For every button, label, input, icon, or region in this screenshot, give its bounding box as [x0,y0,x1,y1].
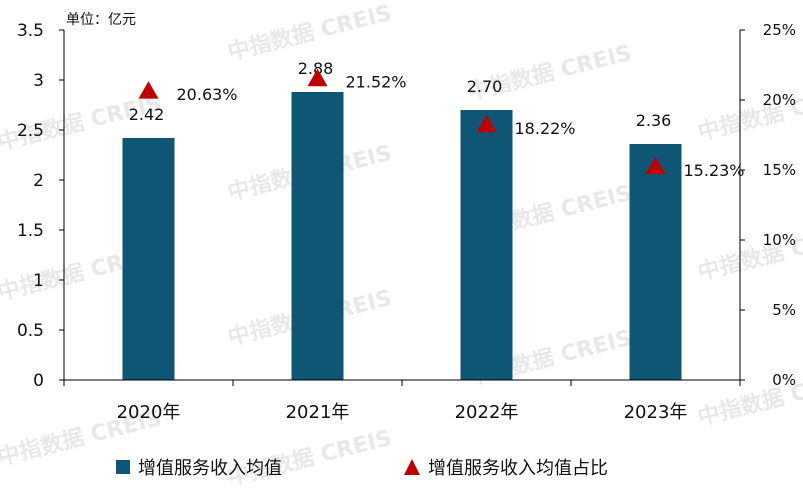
x-category-label: 2023年 [624,402,688,423]
bar [122,138,175,380]
right-tick-label: 15% [763,161,796,179]
right-tick-label: 5% [772,301,796,319]
unit-label: 单位：亿元 [66,12,136,28]
watermark-text: 中指数据 CREIS [695,80,803,146]
bar [460,110,513,380]
left-tick-label: 0.5 [17,321,44,341]
x-category-label: 2021年 [286,402,350,423]
right-tick-label: 10% [763,231,796,249]
legend: 增值服务收入均值 增值服务收入均值占比 [116,458,608,479]
share-value-label: 18.22% [515,119,576,138]
bar-value-label: 2.88 [298,59,334,78]
bar [291,92,344,380]
legend-marker-swatch [404,459,420,475]
left-tick-label: 3 [33,71,44,91]
bars: 2.42 2.88 2.70 2.36 [122,59,682,380]
watermark-text: 中指数据 CREIS [225,0,394,66]
markers: 20.63% 21.52% 18.22% 15.23% [138,68,745,180]
left-tick-label: 2.5 [17,121,44,141]
share-marker [307,68,328,87]
left-tick-label: 3.5 [17,21,44,41]
left-tick-label: 2 [33,171,44,191]
right-axis: 0% 5% 10% 15% 20% 25% [739,21,796,389]
legend-bar-swatch [116,460,130,474]
share-value-label: 20.63% [177,85,238,104]
bar-value-label: 2.70 [467,77,503,96]
bar-value-label: 2.42 [129,105,165,124]
share-marker [476,114,497,133]
left-tick-label: 0 [33,371,44,391]
bar-value-label: 2.36 [636,111,672,130]
legend-bar-label: 增值服务收入均值 [138,458,282,479]
watermark-text: 中指数据 CREIS [695,220,803,286]
share-value-label: 21.52% [346,73,407,92]
share-marker [645,156,666,175]
left-tick-label: 1.5 [17,221,44,241]
right-tick-label: 0% [772,371,796,389]
x-category-label: 2020年 [117,402,181,423]
right-tick-label: 25% [763,21,796,39]
share-marker [138,81,159,99]
right-tick-label: 20% [763,91,796,109]
x-axis: 2020年 2021年 2022年 2023年 [63,379,741,423]
left-tick-label: 1 [33,271,44,291]
bar [629,144,682,380]
legend-marker-label: 增值服务收入均值占比 [428,458,608,479]
left-axis: 0 0.5 1 1.5 2 2.5 3 3.5 [17,21,65,391]
x-category-label: 2022年 [455,402,519,423]
share-value-label: 15.23% [684,161,745,180]
